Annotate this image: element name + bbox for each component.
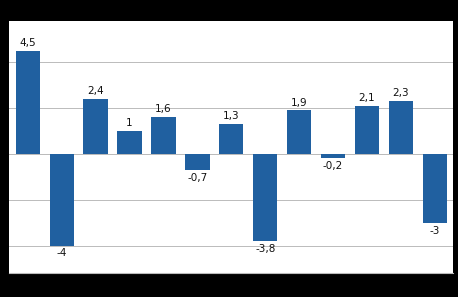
Bar [355, 106, 379, 154]
Bar [49, 154, 74, 246]
Text: 2,4: 2,4 [87, 86, 104, 96]
Bar [83, 99, 108, 154]
Bar [185, 154, 210, 170]
Text: 2,1: 2,1 [359, 93, 375, 103]
Bar [253, 154, 278, 241]
Bar [16, 50, 40, 154]
Text: 1,6: 1,6 [155, 105, 172, 114]
Bar [321, 154, 345, 159]
Bar [219, 124, 244, 154]
Text: 1,9: 1,9 [291, 97, 307, 108]
Text: 1,3: 1,3 [223, 111, 240, 121]
Text: 1: 1 [126, 118, 133, 128]
Bar [117, 131, 142, 154]
Text: -3,8: -3,8 [255, 244, 275, 254]
Text: -4: -4 [56, 249, 67, 258]
Text: 4,5: 4,5 [20, 38, 36, 48]
Text: 2,3: 2,3 [393, 89, 409, 98]
Bar [389, 101, 413, 154]
Text: -0,7: -0,7 [187, 173, 207, 183]
Text: -0,2: -0,2 [323, 161, 343, 171]
Bar [287, 110, 311, 154]
Text: -3: -3 [430, 225, 440, 236]
Bar [423, 154, 447, 223]
Bar [151, 117, 176, 154]
